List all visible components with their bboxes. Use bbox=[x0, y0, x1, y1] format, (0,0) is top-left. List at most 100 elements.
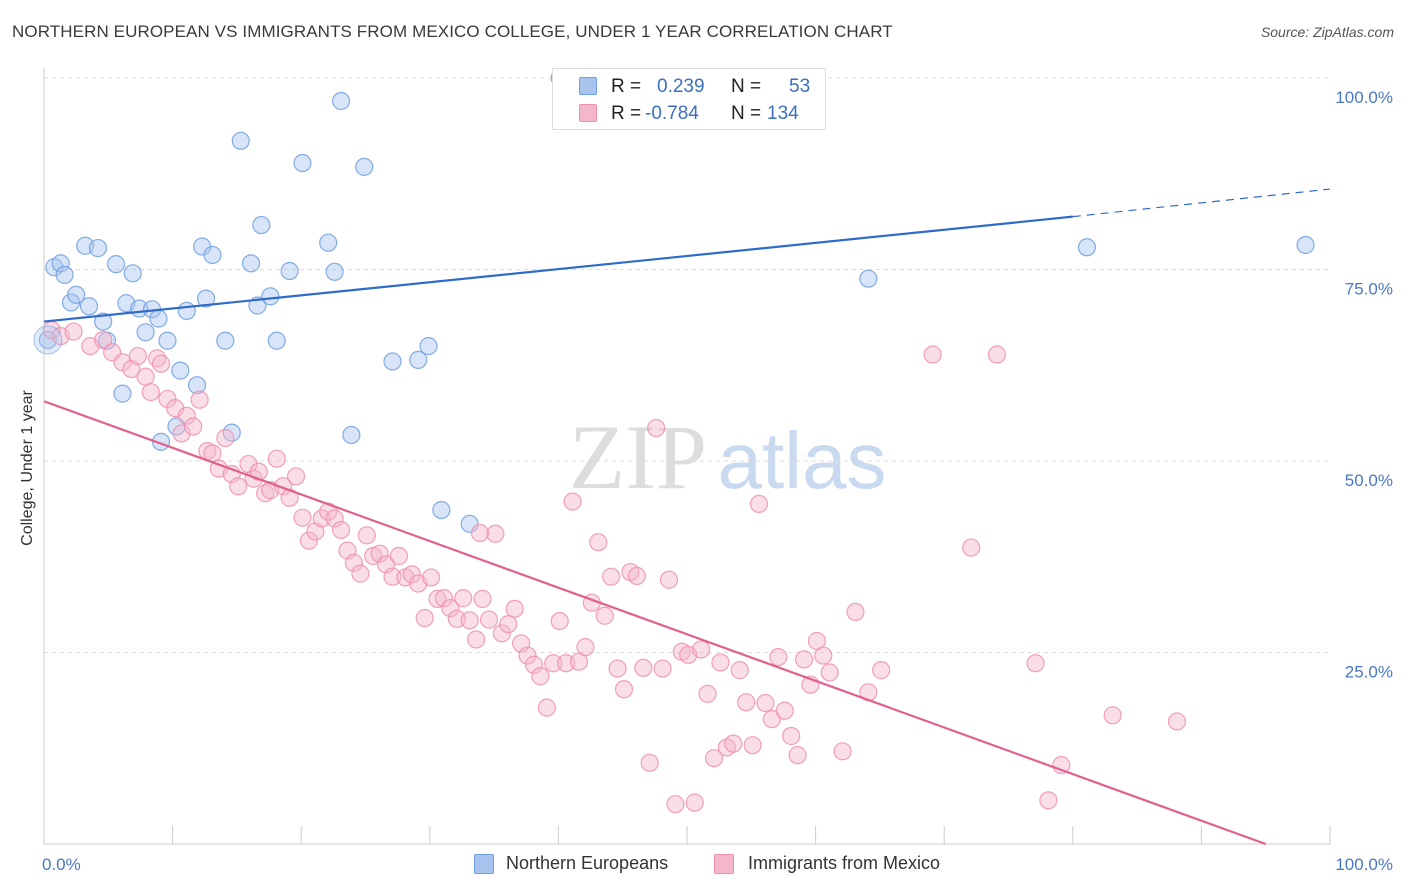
point-immigrant-mexico bbox=[136, 367, 155, 386]
point-immigrant-mexico bbox=[756, 693, 775, 713]
point-immigrant-mexico bbox=[544, 654, 563, 673]
point-northern-european bbox=[136, 323, 155, 342]
point-immigrant-mexico bbox=[589, 533, 608, 552]
point-immigrant-mexico bbox=[492, 624, 511, 643]
point-immigrant-mexico bbox=[730, 661, 749, 680]
point-immigrant-mexico bbox=[846, 602, 865, 622]
point-immigrant-mexico bbox=[151, 354, 171, 373]
point-immigrant-mexico bbox=[486, 524, 505, 543]
point-immigrant-mexico bbox=[737, 693, 756, 712]
point-northern-european bbox=[1077, 238, 1097, 257]
point-immigrant-mexico bbox=[782, 726, 801, 746]
x-tick-label: 100.0% bbox=[1335, 855, 1393, 874]
point-immigrant-mexico bbox=[962, 538, 981, 557]
point-immigrant-mexico bbox=[331, 520, 351, 540]
stats-r-value: 0.239 bbox=[657, 76, 705, 97]
point-immigrant-mexico bbox=[614, 680, 634, 699]
point-immigrant-mexico bbox=[833, 742, 852, 761]
point-northern-european bbox=[419, 337, 438, 356]
point-northern-european bbox=[409, 350, 428, 369]
point-northern-european bbox=[460, 514, 479, 533]
stats-n-value: 53 bbox=[789, 76, 811, 97]
point-immigrant-mexico bbox=[987, 345, 1007, 364]
point-immigrant-mexico bbox=[441, 598, 460, 618]
point-northern-european bbox=[187, 376, 207, 395]
point-northern-european bbox=[196, 289, 216, 308]
point-immigrant-mexico bbox=[563, 492, 582, 511]
x-tick-label: 0.0% bbox=[42, 855, 81, 874]
point-immigrant-mexico bbox=[531, 667, 550, 686]
point-northern-european bbox=[88, 238, 108, 258]
stats-row-immigrants-mexico: R = -0.784 N = 134 bbox=[553, 100, 825, 126]
point-immigrant-mexico bbox=[602, 567, 621, 586]
point-immigrant-mexico bbox=[524, 655, 544, 674]
point-immigrant-mexico bbox=[505, 599, 524, 618]
axes bbox=[43, 68, 1331, 845]
stats-n-label: N = bbox=[731, 103, 762, 124]
point-immigrant-mexico bbox=[370, 544, 389, 563]
point-immigrant-mexico bbox=[113, 353, 132, 372]
point-immigrant-mexico bbox=[653, 659, 672, 678]
stats-r-label: R = bbox=[611, 103, 642, 124]
point-northern-european bbox=[261, 287, 280, 306]
point-immigrant-mexico bbox=[286, 467, 306, 486]
point-immigrant-mexico bbox=[724, 734, 743, 753]
point-immigrant-mexico bbox=[634, 658, 653, 677]
point-immigrant-mexico bbox=[177, 406, 196, 425]
legend-label: Northern Europeans bbox=[506, 853, 669, 873]
point-northern-european bbox=[55, 265, 74, 284]
point-immigrant-mexico bbox=[762, 710, 781, 729]
tick-labels: 25.0% 50.0% 75.0% 100.0% 0.0% 100.0% bbox=[42, 88, 1393, 874]
point-northern-european bbox=[94, 312, 113, 331]
point-northern-european bbox=[280, 261, 299, 281]
point-immigrant-mexico bbox=[743, 736, 762, 755]
point-northern-european bbox=[383, 352, 402, 371]
point-immigrant-mexico bbox=[769, 647, 788, 667]
point-immigrant-mexico bbox=[460, 611, 479, 630]
point-immigrant-mexico bbox=[421, 568, 441, 587]
point-immigrant-mexico bbox=[415, 608, 434, 628]
point-immigrant-mexico bbox=[872, 661, 891, 680]
point-immigrant-mexico bbox=[698, 684, 717, 703]
point-northern-european bbox=[252, 215, 271, 235]
stats-swatch-pink bbox=[579, 104, 597, 122]
y-tick-label: 100.0% bbox=[1335, 88, 1393, 107]
point-immigrant-mexico bbox=[473, 589, 492, 608]
point-immigrant-mexico bbox=[216, 428, 235, 448]
point-northern-european bbox=[51, 254, 70, 273]
point-northern-european bbox=[113, 384, 132, 403]
point-immigrant-mexico bbox=[518, 646, 537, 665]
point-immigrant-mexico bbox=[351, 564, 370, 583]
watermark-atlas: atlas bbox=[718, 416, 887, 505]
point-immigrant-mexico bbox=[499, 615, 518, 634]
point-immigrant-mexico bbox=[158, 389, 177, 409]
point-immigrant-mexico bbox=[344, 553, 364, 572]
y-tick-label: 75.0% bbox=[1345, 280, 1393, 299]
point-immigrant-mexico bbox=[814, 646, 833, 665]
point-immigrant-mexico bbox=[229, 477, 248, 496]
point-immigrant-mexico bbox=[190, 390, 209, 409]
grid-lines bbox=[44, 77, 1330, 653]
point-immigrant-mexico bbox=[479, 610, 499, 629]
watermark-zip: ZIP bbox=[569, 406, 707, 508]
point-northern-european bbox=[1296, 235, 1315, 255]
point-northern-european bbox=[267, 331, 286, 350]
watermark: ZIP atlas bbox=[569, 406, 886, 508]
point-immigrant-mexico bbox=[659, 570, 679, 589]
point-northern-european bbox=[67, 285, 86, 304]
stats-n-value: 134 bbox=[767, 103, 799, 124]
point-immigrant-mexico bbox=[692, 640, 711, 659]
stats-row-northern-europeans: R = 0.239 N = 53 bbox=[553, 73, 825, 99]
point-northern-european bbox=[177, 301, 196, 320]
trend-line-immigrants-mexico bbox=[43, 400, 1267, 846]
point-immigrant-mexico bbox=[923, 345, 942, 364]
point-immigrant-mexico bbox=[299, 531, 319, 550]
point-immigrant-mexico bbox=[383, 567, 402, 586]
stats-box: R = 0.239 N = 53 R = -0.784 N = 134 bbox=[552, 68, 826, 130]
point-immigrant-mexico bbox=[537, 698, 556, 717]
point-northern-european bbox=[241, 254, 261, 273]
legend-label: Immigrants from Mexico bbox=[748, 853, 941, 873]
point-northern-european bbox=[231, 131, 250, 150]
point-immigrant-mexico bbox=[389, 546, 409, 566]
point-immigrant-mexico bbox=[470, 523, 490, 543]
